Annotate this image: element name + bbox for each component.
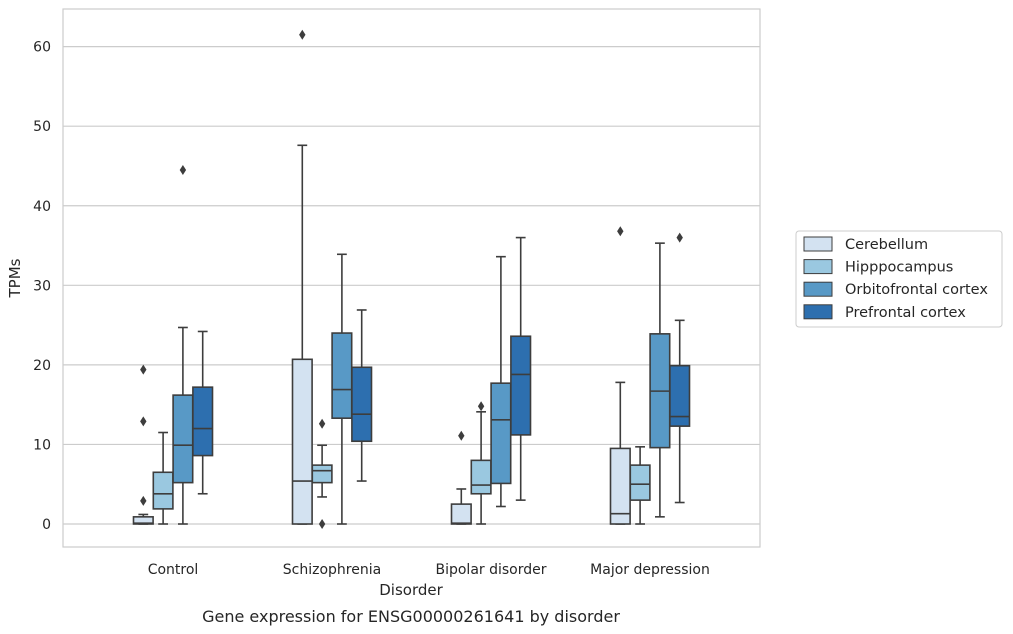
x-tick-labels: Control Schizophrenia Bipolar disorder Majo… — [148, 562, 710, 578]
box-orbitofrontal-cortex — [490, 255, 512, 508]
boxes-layer — [132, 29, 691, 529]
legend-frame — [795, 230, 1003, 328]
y-tick-label: 20 — [33, 358, 51, 374]
box-body — [470, 459, 492, 495]
box-body — [609, 447, 631, 525]
box-cerebellum — [132, 364, 154, 525]
legend-items: Cerebellum Hipppocampus Orbitofrontal cort… — [803, 236, 988, 321]
box-cerebellum — [291, 29, 313, 525]
box-hipppocampus — [311, 418, 333, 529]
box-prefrontal-cortex — [669, 232, 691, 504]
box-body — [450, 503, 472, 525]
box-body — [172, 394, 194, 484]
box-hipppocampus — [629, 446, 651, 525]
box-prefrontal-cortex — [192, 330, 214, 495]
outlier-point — [179, 164, 187, 175]
box-prefrontal-cortex — [510, 236, 532, 501]
outlier-point — [140, 416, 147, 427]
box-body — [490, 382, 512, 485]
outlier-point — [477, 401, 485, 412]
box-body — [510, 335, 532, 436]
y-tick-label: 60 — [33, 40, 51, 56]
legend-label: Hipppocampus — [845, 260, 953, 276]
grid-layer — [63, 46, 760, 525]
outlier-point — [676, 232, 683, 243]
legend-swatch — [803, 281, 833, 297]
box-body — [311, 464, 333, 484]
x-tick-label: Major depression — [590, 562, 710, 578]
box-orbitofrontal-cortex — [649, 242, 671, 518]
x-tick-label: Control — [148, 562, 199, 578]
x-tick-label: Bipolar disorder — [435, 562, 546, 578]
outlier-point — [140, 364, 147, 375]
legend-swatch — [803, 259, 833, 275]
box-hipppocampus — [152, 431, 174, 525]
box-orbitofrontal-cortex — [172, 164, 194, 525]
box-body — [331, 332, 353, 419]
chart-caption: Gene expression for ENSG00000261641 by d… — [202, 607, 620, 626]
outlier-point — [318, 519, 326, 529]
box-body — [152, 471, 174, 510]
x-axis-title: Disorder — [379, 581, 443, 599]
outlier-point — [458, 430, 465, 441]
outlier-point — [617, 226, 624, 237]
box-cerebellum — [609, 226, 631, 525]
y-axis-title: TPMs — [6, 258, 24, 298]
box-cerebellum — [450, 430, 472, 525]
legend-label: Prefrontal cortex — [845, 305, 966, 321]
box-prefrontal-cortex — [351, 309, 373, 482]
y-tick-label: 30 — [33, 278, 51, 294]
y-tick-label: 40 — [33, 199, 51, 215]
legend-swatch — [803, 236, 833, 252]
box-body — [351, 366, 373, 443]
legend-label: Cerebellum — [845, 237, 928, 253]
box-body — [291, 358, 313, 525]
y-tick-label: 0 — [42, 517, 51, 533]
box-orbitofrontal-cortex — [331, 253, 353, 525]
outlier-point — [140, 495, 147, 506]
legend: Cerebellum Hipppocampus Orbitofrontal cort… — [795, 230, 1003, 328]
box-body — [669, 364, 691, 427]
y-tick-labels: 0 10 20 30 40 50 60 — [33, 40, 51, 533]
plot-area-frame — [62, 8, 761, 548]
y-tick-label: 10 — [33, 437, 51, 453]
y-tick-label: 50 — [33, 119, 51, 135]
outlier-point — [318, 418, 326, 429]
legend-swatch — [803, 304, 833, 320]
box-hipppocampus — [470, 401, 492, 525]
legend-label: Orbitofrontal cortex — [845, 282, 988, 298]
outlier-point — [299, 29, 306, 40]
box-body — [629, 464, 651, 501]
x-tick-label: Schizophrenia — [283, 562, 381, 578]
box-body — [192, 386, 214, 457]
